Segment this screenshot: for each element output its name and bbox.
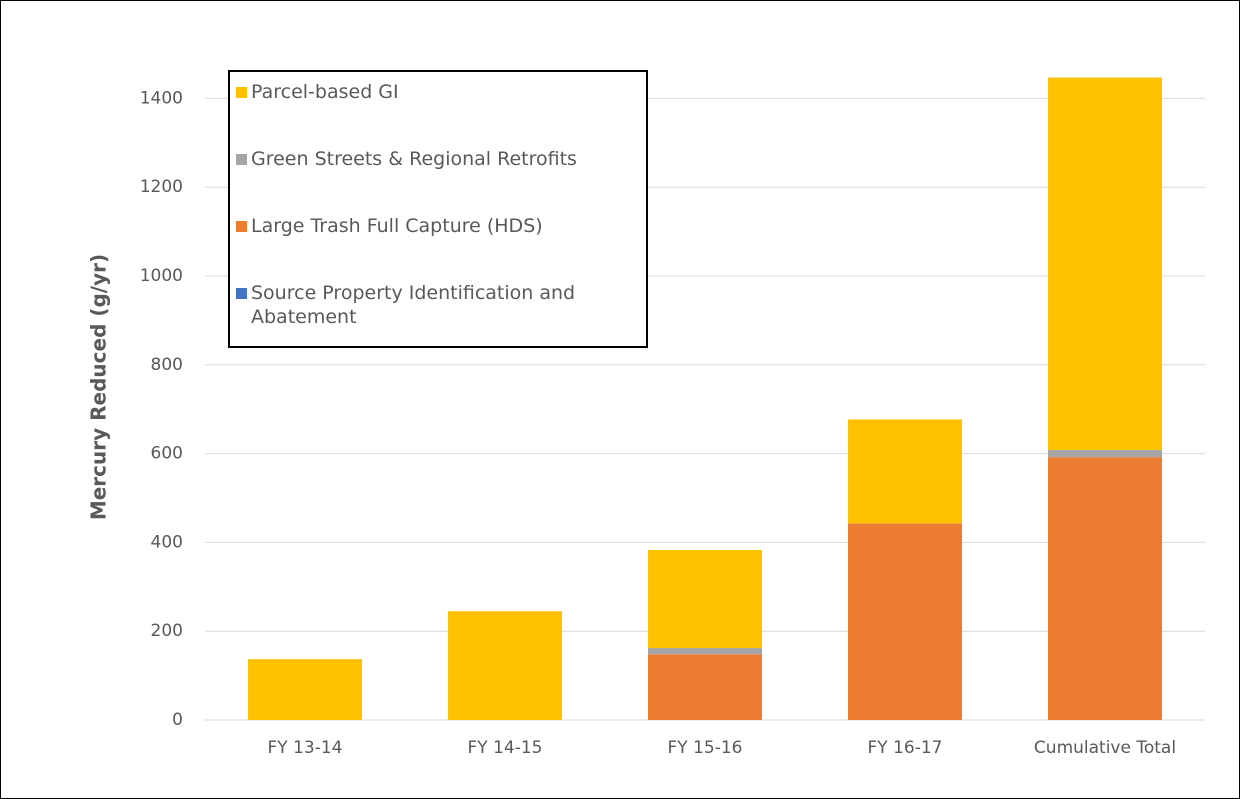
legend-label: Green Streets & Regional Retrofits: [251, 148, 577, 170]
y-tick-label: 400: [151, 532, 183, 552]
x-tick-label: FY 15-16: [668, 738, 743, 758]
y-tick-label: 1000: [140, 266, 183, 286]
bar-segment: [648, 654, 762, 720]
legend-swatch: [236, 87, 247, 98]
x-tick-label: FY 16-17: [868, 738, 943, 758]
legend-label: Large Trash Full Capture (HDS): [251, 215, 543, 237]
legend: Parcel-based GI Green Streets & Regional …: [228, 70, 648, 348]
legend-label: Parcel-based GI: [251, 81, 399, 103]
legend-swatch: [236, 288, 247, 299]
bar-segment: [848, 523, 962, 720]
bar-segment: [448, 611, 562, 720]
x-tick-label: FY 14-15: [468, 738, 543, 758]
legend-label: Source Property Identification and Abate…: [251, 282, 576, 328]
bar-segment: [648, 549, 762, 649]
x-tick-label: FY 13-14: [268, 738, 343, 758]
legend-swatch: [236, 221, 247, 232]
y-tick-label: 200: [151, 621, 183, 641]
legend-item: Green Streets & Regional Retrofits: [236, 147, 640, 214]
bar-segment: [848, 419, 962, 524]
y-tick-label: 800: [151, 355, 183, 375]
bar-segment: [248, 659, 362, 720]
y-tick-label: 0: [172, 710, 183, 730]
legend-swatch: [236, 154, 247, 165]
bar-segment: [648, 648, 762, 655]
y-tick-label: 1400: [140, 88, 183, 108]
legend-item: Parcel-based GI: [236, 80, 640, 147]
y-tick-label: 1200: [140, 177, 183, 197]
y-axis-label: Mercury Reduced (g/yr): [87, 254, 111, 520]
y-tick-label: 600: [151, 444, 183, 464]
bar-segment: [1048, 77, 1162, 451]
legend-item: Large Trash Full Capture (HDS): [236, 214, 640, 281]
legend-item: Source Property Identification and Abate…: [236, 281, 640, 348]
x-tick-label: Cumulative Total: [1034, 738, 1176, 758]
bar-segment: [1048, 450, 1162, 458]
bar-segment: [1048, 457, 1162, 720]
